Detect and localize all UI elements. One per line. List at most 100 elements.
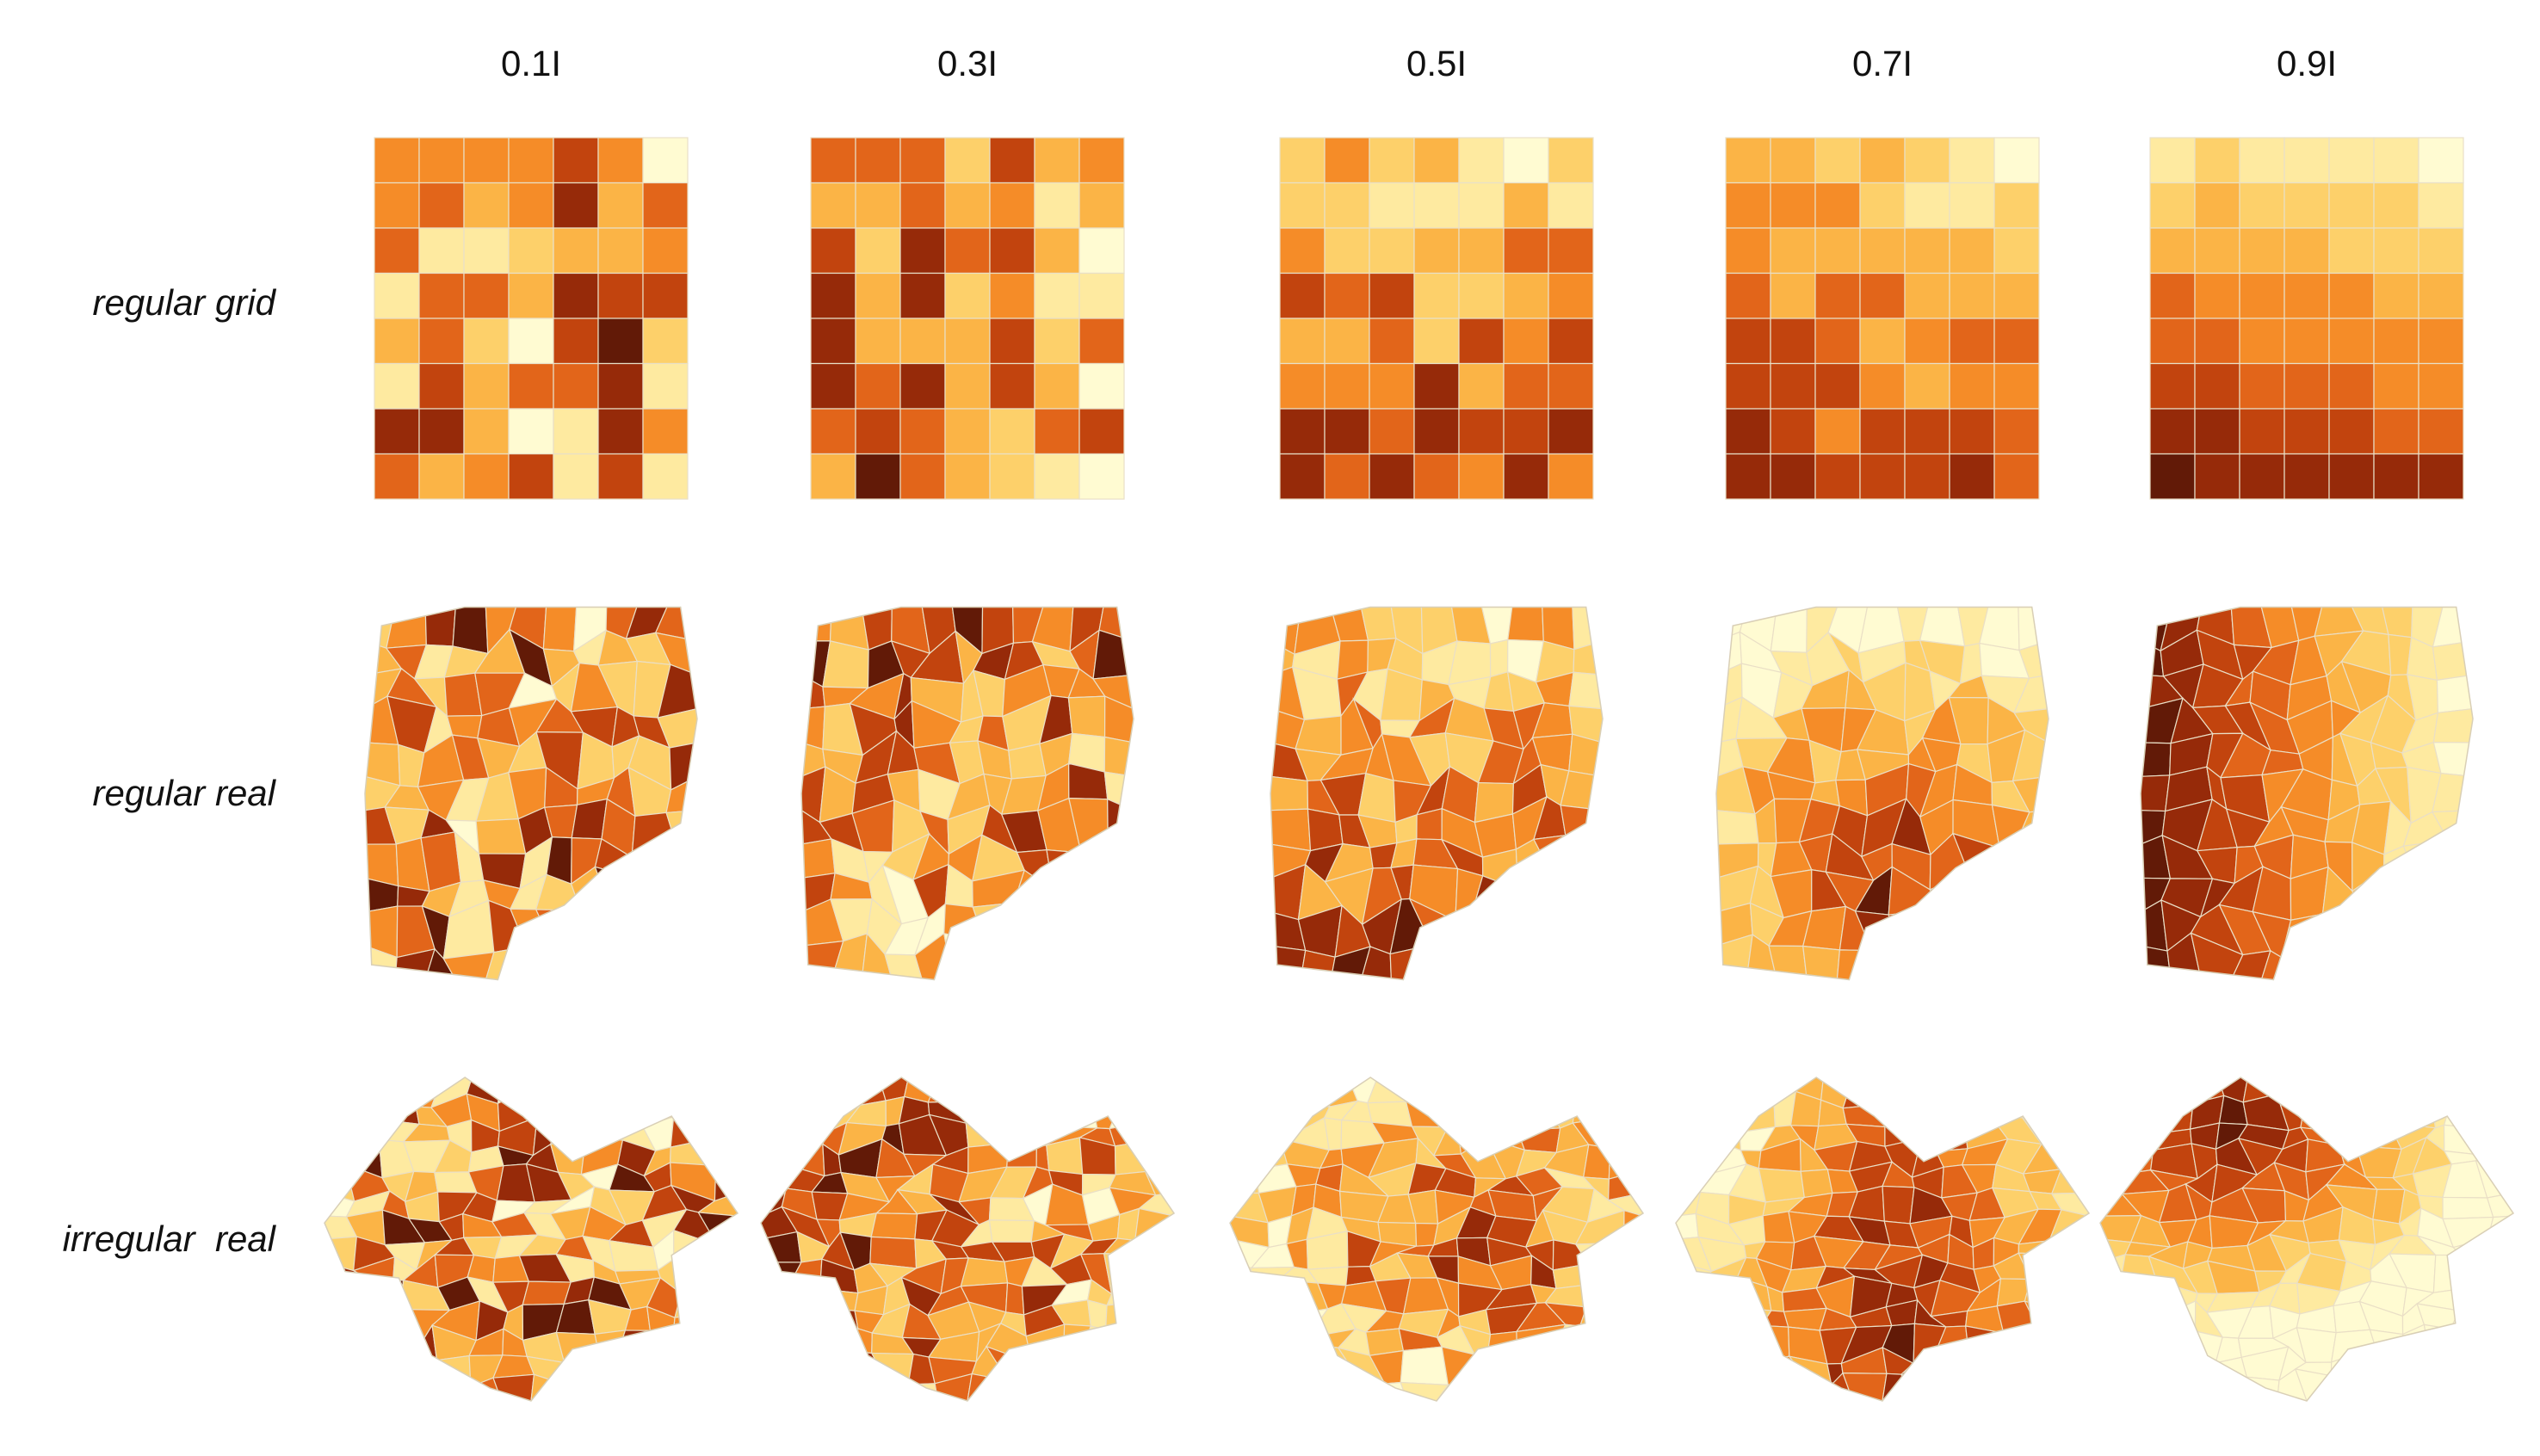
grid-cell (374, 408, 420, 455)
grid-cell (374, 227, 420, 275)
grid-cell (463, 362, 510, 410)
grid-cell (1413, 318, 1460, 365)
grid-cell (597, 272, 644, 319)
grid-cell (1859, 182, 1906, 229)
grid-cell (810, 362, 856, 410)
region (1676, 1373, 1707, 1401)
region (761, 1094, 803, 1125)
region (2300, 1092, 2340, 1132)
map-outline (324, 1077, 739, 1402)
region (2121, 1326, 2166, 1360)
region (1978, 898, 2023, 954)
grid-cell (2328, 318, 2375, 365)
region (2120, 1276, 2169, 1315)
grid-cell (944, 182, 991, 229)
grid-cell (1279, 137, 1326, 184)
region (849, 1370, 890, 1401)
region (1919, 944, 1959, 980)
grid-cell (1279, 227, 1326, 275)
region (1465, 1379, 1497, 1401)
grid-cell (2149, 272, 2196, 319)
region (807, 1370, 858, 1401)
grid-cell (899, 137, 946, 184)
region (1136, 1328, 1174, 1355)
grid-cell (1770, 453, 1816, 500)
region-map (324, 1077, 738, 1401)
region (2155, 1077, 2194, 1110)
region (1486, 1115, 1526, 1151)
region (1716, 810, 1759, 845)
column-label: 0.5I (1406, 43, 1467, 83)
region (1092, 629, 1134, 680)
region (1888, 909, 1938, 953)
region (618, 1376, 650, 1401)
region (2007, 945, 2049, 980)
region (1030, 1358, 1065, 1386)
region (1575, 1077, 1618, 1108)
grid-cell (1034, 137, 1080, 184)
region (708, 1099, 738, 1125)
grid-map (810, 137, 1125, 500)
region (2401, 908, 2456, 947)
grid-cell (810, 408, 856, 455)
region (671, 1348, 712, 1385)
grid-map (1279, 137, 1594, 500)
region (1602, 1257, 1643, 1286)
grid-cell (1369, 408, 1415, 455)
grid-cell (1770, 137, 1816, 184)
region (343, 1322, 386, 1362)
grid-cell (1324, 272, 1370, 319)
region (1695, 1276, 1739, 1308)
region (697, 1307, 738, 1337)
grid-cell (553, 137, 599, 184)
region (1763, 1373, 1804, 1401)
region (2305, 1077, 2340, 1104)
grid-cell (1078, 318, 1125, 365)
grid-cell (418, 362, 465, 410)
region (1457, 1077, 1497, 1107)
region (1135, 1352, 1174, 1379)
region (1047, 1077, 1095, 1111)
region (522, 1280, 572, 1305)
region-map (1716, 607, 2049, 980)
grid-cell (1949, 272, 1995, 319)
region (1585, 1281, 1609, 1311)
region (1136, 1285, 1174, 1310)
region (2331, 1100, 2367, 1132)
grid-cell (1503, 453, 1549, 500)
grid-cell (899, 453, 946, 500)
region (1842, 1104, 1886, 1128)
region (587, 1077, 621, 1107)
region (2477, 1344, 2513, 1379)
region (1516, 1360, 1567, 1385)
region (1258, 1077, 1290, 1109)
grid-cell (2418, 227, 2464, 275)
region (2122, 1354, 2163, 1378)
region (2477, 1377, 2513, 1401)
region (1134, 1077, 1174, 1101)
grid-cell (374, 453, 420, 500)
region (1114, 1077, 1146, 1101)
grid-cell (2373, 137, 2419, 184)
region (1539, 876, 1584, 923)
region (2100, 1305, 2125, 1333)
grid-cell (1324, 362, 1370, 410)
region (2187, 1372, 2224, 1401)
region (549, 1077, 591, 1107)
region (610, 1077, 650, 1107)
region (2452, 1254, 2497, 1293)
grid-cell (508, 408, 554, 455)
grid-cell (1034, 318, 1080, 365)
grid-cell (899, 227, 946, 275)
region (1607, 1238, 1643, 1263)
region (960, 1257, 1009, 1287)
grid-cell (2239, 137, 2285, 184)
region (672, 1312, 707, 1337)
region (2355, 1122, 2403, 1151)
region (2481, 1123, 2513, 1157)
region (2024, 1278, 2072, 1315)
grid-cell (1725, 318, 1771, 365)
grid-cell (989, 318, 1035, 365)
region (1011, 945, 1053, 980)
grid-cell (2149, 453, 2196, 500)
